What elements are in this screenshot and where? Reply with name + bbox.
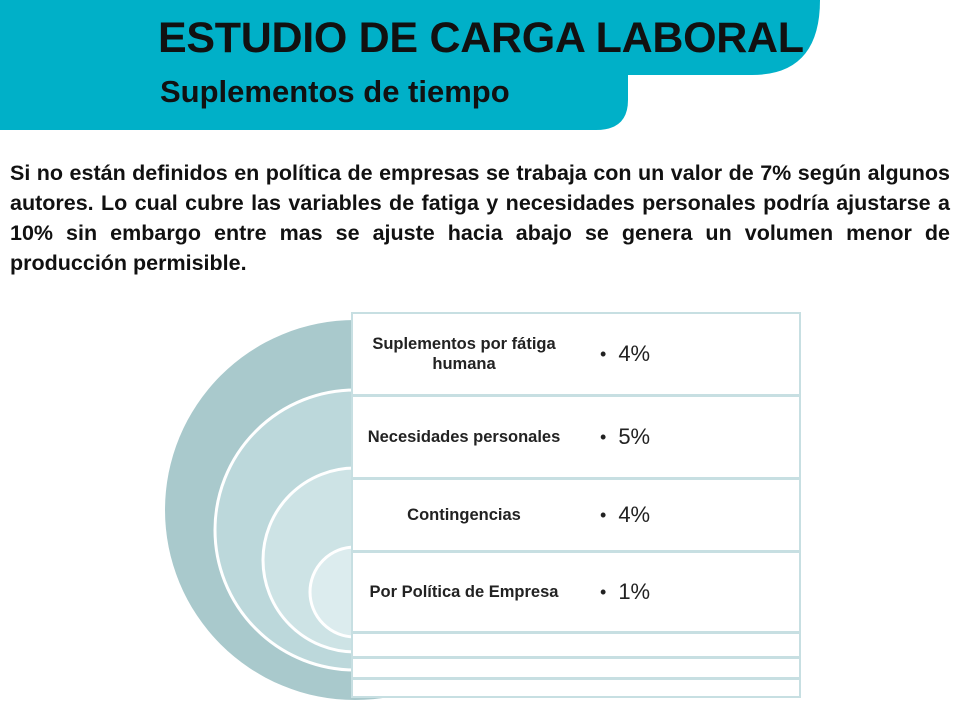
row-box-1 <box>351 312 801 396</box>
row-value-necesidades: • 5% <box>600 396 790 478</box>
bullet-icon: • <box>600 343 607 364</box>
row-value-text: 5% <box>618 424 651 449</box>
row-box-empty-1 <box>351 632 801 658</box>
row-value-text: 4% <box>618 502 651 527</box>
bullet-icon: • <box>600 581 607 602</box>
row-box-empty-2 <box>351 657 801 679</box>
page-title: ESTUDIO DE CARGA LABORAL <box>158 14 804 62</box>
header-band <box>0 0 820 130</box>
row-value-politica: • 1% <box>600 552 790 632</box>
bullet-icon: • <box>600 504 607 525</box>
header-band-lower <box>0 60 628 130</box>
row-value-contingencias: • 4% <box>600 479 790 551</box>
row-value-fatiga: • 4% <box>600 313 790 395</box>
row-label-contingencias: Contingencias <box>407 506 521 524</box>
row-value-text: 4% <box>618 341 651 366</box>
row-label-politica: Por Política de Empresa <box>369 583 559 601</box>
row-box-4 <box>351 551 801 633</box>
intro-paragraph: Si no están definidos en política de emp… <box>10 161 950 275</box>
row-label-fatiga: Suplementos por fátiga humana <box>372 335 556 373</box>
page-subtitle: Suplementos de tiempo <box>160 74 510 109</box>
row-label-necesidades: Necesidades personales <box>367 428 561 446</box>
row-value-text: 1% <box>618 579 651 604</box>
header-band-upper <box>0 0 820 75</box>
bullet-icon: • <box>600 426 607 447</box>
row-box-2 <box>351 395 801 479</box>
row-box-empty-3 <box>351 678 801 698</box>
